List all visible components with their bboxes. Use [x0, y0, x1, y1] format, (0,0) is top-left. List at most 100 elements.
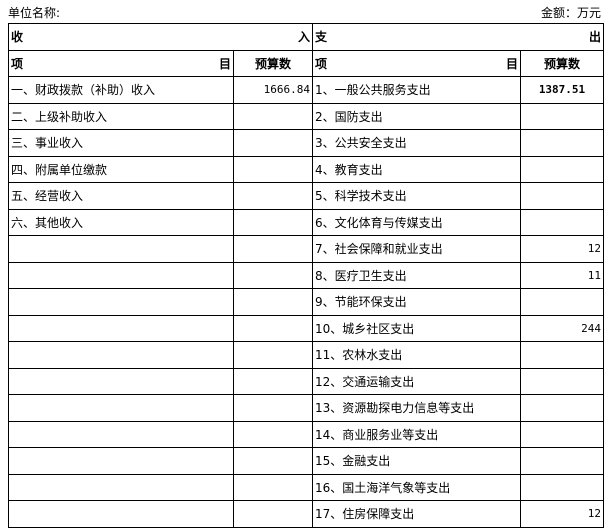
expense-item: 9、节能环保支出: [312, 288, 521, 316]
expense-amount: 244: [520, 314, 604, 342]
item-right: 目: [218, 56, 231, 71]
expense-item: 11、农林水支出: [312, 341, 521, 369]
budget-table: 收入 支出 项目 预算数 项目 预算数 一、财政拨款（补助）收入 1666.84 1…: [8, 23, 604, 528]
income-item: [8, 341, 234, 369]
income-amount: [233, 182, 313, 210]
income-item: [8, 235, 234, 263]
column-header-row: 项目 预算数 项目 预算数: [8, 49, 604, 77]
expense-amount: [520, 102, 604, 130]
income-amount: [233, 420, 313, 448]
amount-unit-label: 金额：万元: [540, 6, 601, 20]
table-row: 7、社会保障和就业支出 12: [8, 235, 604, 263]
income-item: 六、其他收入: [8, 208, 234, 236]
income-item: [8, 473, 234, 501]
table-row: 四、附属单位缴款 4、教育支出: [8, 155, 604, 183]
income-item: 五、经营收入: [8, 182, 234, 210]
table-row: 16、国土海洋气象等支出: [8, 473, 604, 501]
income-amount: [233, 500, 313, 528]
income-item: [8, 447, 234, 475]
expense-amount: 1387.51: [520, 76, 604, 104]
table-row: 二、上级补助收入 2、国防支出: [8, 102, 604, 130]
item-left: 项: [315, 56, 328, 71]
table-row: 10、城乡社区支出 244: [8, 314, 604, 342]
table-row: 五、经营收入 5、科学技术支出: [8, 182, 604, 210]
expense-amount: [520, 341, 604, 369]
income-amount: [233, 129, 313, 157]
income-item: [8, 500, 234, 528]
income-item: [8, 394, 234, 422]
income-amount: [233, 288, 313, 316]
income-amount: [233, 155, 313, 183]
income-amount: [233, 261, 313, 289]
table-row: 13、资源勘探电力信息等支出: [8, 394, 604, 422]
expense-item: 2、国防支出: [312, 102, 521, 130]
expense-amount: [520, 367, 604, 395]
item-right: 目: [505, 56, 518, 71]
expense-header-right: 出: [588, 30, 601, 45]
expense-amount: [520, 182, 604, 210]
income-amount: [233, 447, 313, 475]
income-budget-header: 预算数: [233, 49, 313, 77]
income-item: 四、附属单位缴款: [8, 155, 234, 183]
income-item: [8, 261, 234, 289]
expense-amount: [520, 447, 604, 475]
income-header-left: 收: [11, 30, 24, 45]
unit-name-label: 单位名称:: [8, 6, 61, 20]
income-amount: [233, 208, 313, 236]
income-item-header: 项目: [8, 49, 234, 77]
table-row: 15、金融支出: [8, 447, 604, 475]
expense-item: 14、商业服务业等支出: [312, 420, 521, 448]
expense-amount: 12: [520, 500, 604, 528]
expense-header: 支出: [312, 23, 604, 51]
expense-item: 15、金融支出: [312, 447, 521, 475]
expense-amount: [520, 420, 604, 448]
item-left: 项: [11, 56, 24, 71]
income-item: [8, 288, 234, 316]
income-item: [8, 420, 234, 448]
income-amount: [233, 367, 313, 395]
section-header-row: 收入 支出: [8, 23, 604, 51]
income-amount: [233, 314, 313, 342]
expense-amount: 11: [520, 261, 604, 289]
income-amount: [233, 235, 313, 263]
table-row: 14、商业服务业等支出: [8, 420, 604, 448]
table-row: 一、财政拨款（补助）收入 1666.84 1、一般公共服务支出 1387.51: [8, 76, 604, 104]
expense-item: 3、公共安全支出: [312, 129, 521, 157]
income-header: 收入: [8, 23, 313, 51]
expense-item: 7、社会保障和就业支出: [312, 235, 521, 263]
income-item: [8, 367, 234, 395]
expense-item-header: 项目: [312, 49, 521, 77]
expense-item: 8、医疗卫生支出: [312, 261, 521, 289]
income-item: 二、上级补助收入: [8, 102, 234, 130]
income-amount: [233, 102, 313, 130]
expense-item: 1、一般公共服务支出: [312, 76, 521, 104]
table-row: 三、事业收入 3、公共安全支出: [8, 129, 604, 157]
expense-amount: [520, 288, 604, 316]
expense-item: 16、国土海洋气象等支出: [312, 473, 521, 501]
expense-item: 12、交通运输支出: [312, 367, 521, 395]
expense-item: 13、资源勘探电力信息等支出: [312, 394, 521, 422]
expense-amount: [520, 208, 604, 236]
table-row: 六、其他收入 6、文化体育与传媒支出: [8, 208, 604, 236]
income-amount: [233, 394, 313, 422]
expense-budget-header: 预算数: [520, 49, 604, 77]
income-item: 一、财政拨款（补助）收入: [8, 76, 234, 104]
table-row: 8、医疗卫生支出 11: [8, 261, 604, 289]
income-amount: [233, 341, 313, 369]
expense-item: 5、科学技术支出: [312, 182, 521, 210]
expense-item: 17、住房保障支出: [312, 500, 521, 528]
expense-item: 4、教育支出: [312, 155, 521, 183]
expense-amount: [520, 155, 604, 183]
income-amount: [233, 473, 313, 501]
expense-item: 6、文化体育与传媒支出: [312, 208, 521, 236]
table-row: 9、节能环保支出: [8, 288, 604, 316]
expense-header-left: 支: [315, 30, 328, 45]
expense-amount: [520, 129, 604, 157]
expense-amount: [520, 394, 604, 422]
income-header-right: 入: [297, 30, 310, 45]
expense-amount: 12: [520, 235, 604, 263]
table-row: 12、交通运输支出: [8, 367, 604, 395]
income-item: [8, 314, 234, 342]
expense-item: 10、城乡社区支出: [312, 314, 521, 342]
expense-amount: [520, 473, 604, 501]
